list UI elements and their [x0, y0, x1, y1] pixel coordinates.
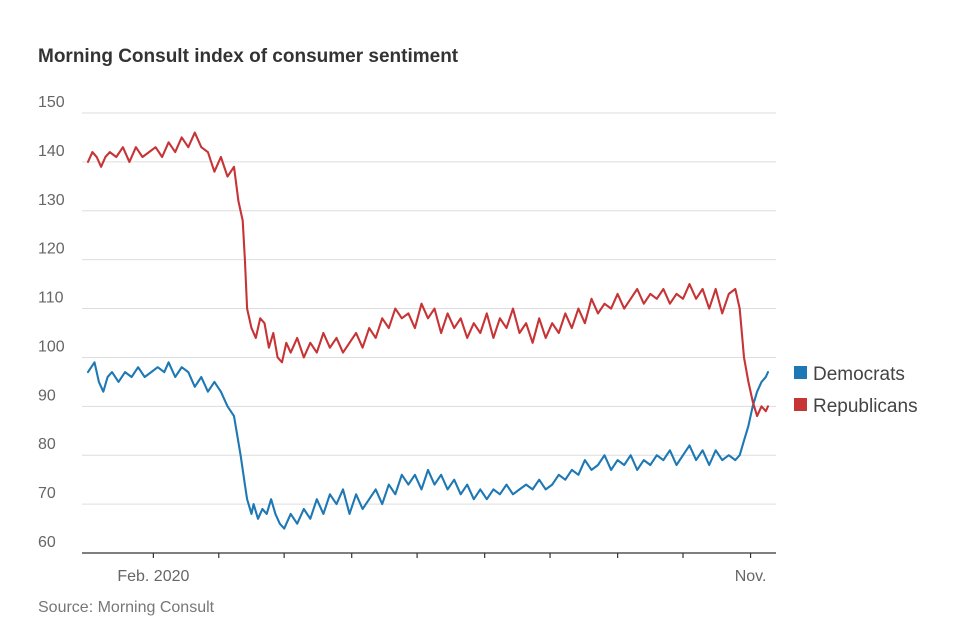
y-tick-label-90: 90 — [38, 387, 56, 404]
y-tick-label-110: 110 — [38, 290, 64, 307]
x-tick-label-0: Feb. 2020 — [117, 568, 189, 585]
y-tick-label-140: 140 — [38, 143, 65, 160]
legend: Democrats Republicans — [794, 364, 918, 417]
legend-swatch-republicans — [794, 398, 807, 411]
legend-swatch-democrats — [794, 366, 807, 379]
y-tick-label-70: 70 — [38, 485, 56, 502]
gridlines — [82, 112, 776, 505]
legend-label-republicans: Republicans — [813, 396, 918, 417]
x-axis — [82, 552, 776, 558]
source-note: Source: Morning Consult — [38, 599, 215, 616]
y-axis-labels: 60 70 80 90 100 110 120 130 140 150 — [38, 94, 65, 551]
legend-label-democrats: Democrats — [813, 364, 905, 385]
y-tick-label-130: 130 — [38, 192, 65, 209]
series-line-republicans — [86, 131, 770, 418]
y-tick-label-80: 80 — [38, 436, 56, 453]
x-axis-labels: Feb. 2020 Nov. — [117, 568, 766, 585]
y-tick-label-120: 120 — [38, 241, 65, 258]
y-tick-label-60: 60 — [38, 534, 56, 551]
series-line-democrats — [86, 361, 770, 530]
series-lines — [86, 131, 770, 530]
x-tick-label-1: Nov. — [735, 568, 767, 585]
y-tick-label-150: 150 — [38, 94, 65, 111]
chart-title: Morning Consult index of consumer sentim… — [38, 46, 459, 67]
y-tick-label-100: 100 — [38, 338, 65, 355]
